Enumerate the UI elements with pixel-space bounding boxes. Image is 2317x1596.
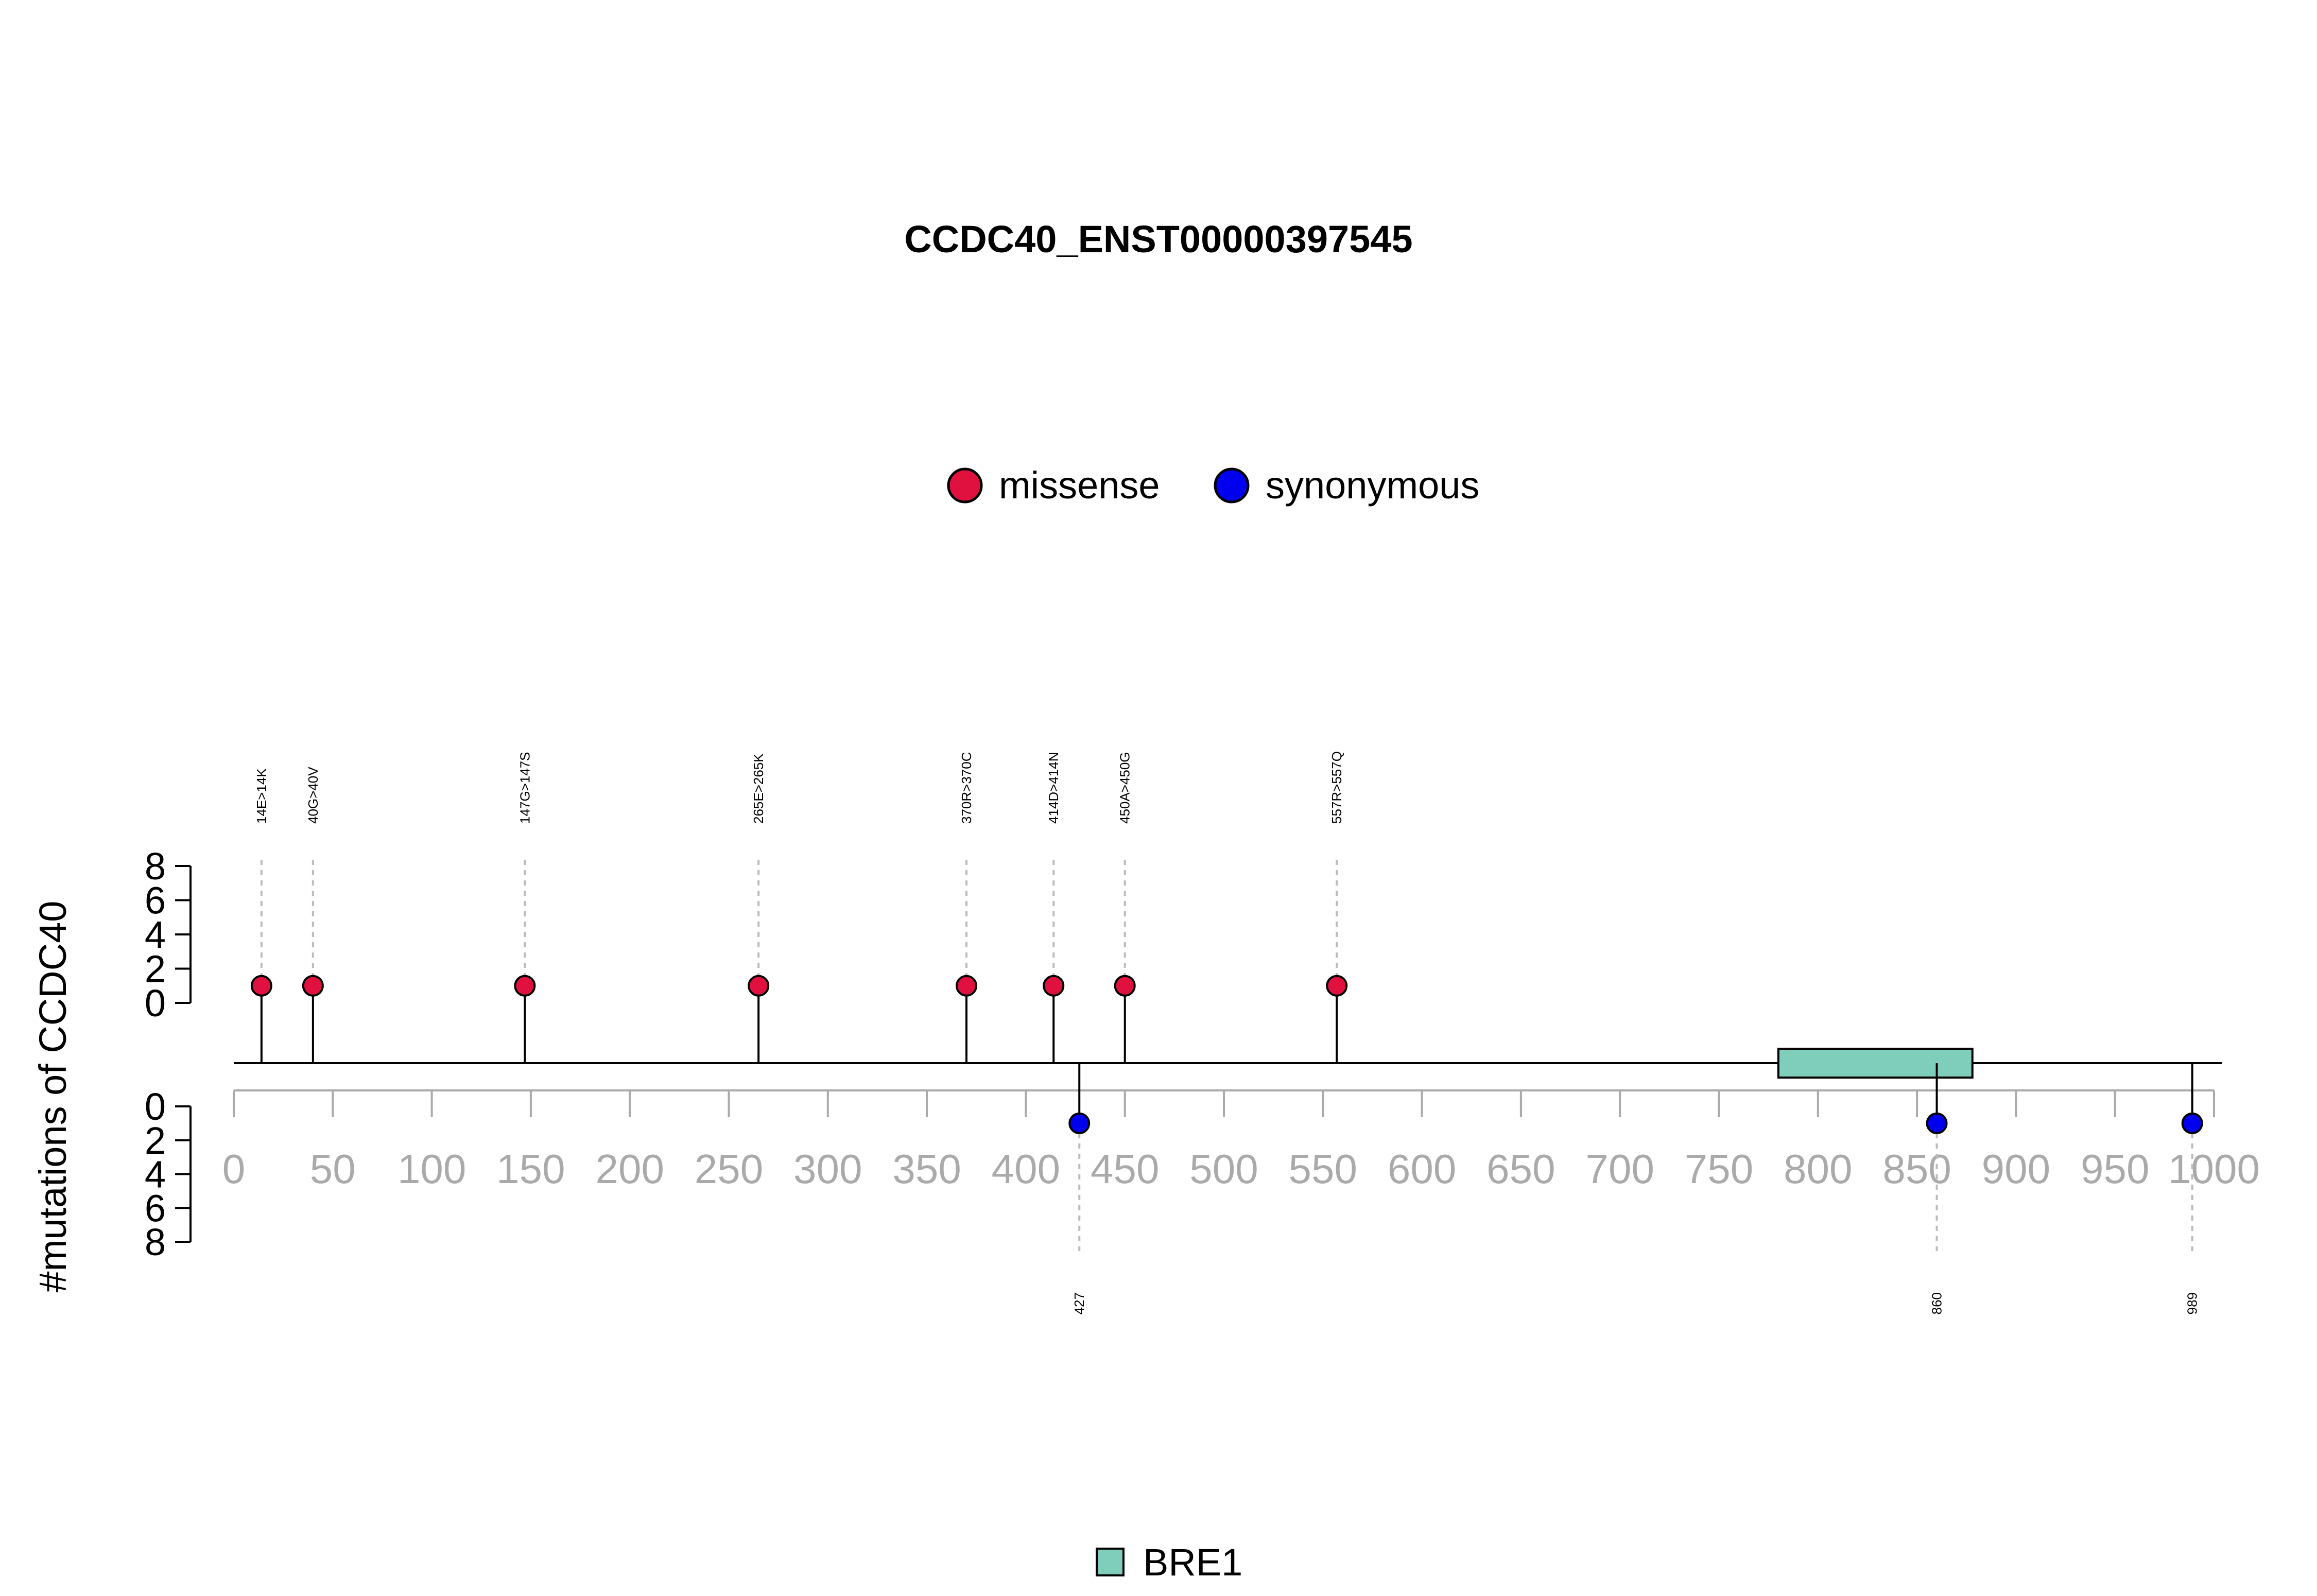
synonymous-label: 427 bbox=[1071, 1292, 1087, 1314]
missense-label: 40G>40V bbox=[305, 767, 321, 824]
x-tick-label: 0 bbox=[222, 1146, 246, 1192]
upper-y-tick-label: 6 bbox=[145, 879, 166, 922]
missense-label: 265E>265K bbox=[751, 753, 766, 824]
x-tick-label: 150 bbox=[496, 1146, 565, 1192]
x-tick-label: 750 bbox=[1685, 1146, 1753, 1192]
legend-marker-synonymous bbox=[1214, 467, 1250, 504]
upper-y-tick-label: 4 bbox=[145, 913, 166, 956]
chart-title: CCDC40_ENST00000397545 bbox=[904, 218, 1412, 261]
missense-point bbox=[250, 975, 272, 997]
y-axis-label: #mutations of CCDC40 bbox=[31, 901, 74, 1293]
lower-y-tick-label: 8 bbox=[145, 1221, 166, 1263]
x-tick-label: 400 bbox=[992, 1146, 1060, 1192]
x-tick-label: 600 bbox=[1388, 1146, 1456, 1192]
legend-marker-missense bbox=[947, 467, 983, 504]
x-tick-label: 350 bbox=[892, 1146, 961, 1192]
x-tick-label: 1000 bbox=[2168, 1146, 2260, 1192]
missense-point bbox=[514, 975, 536, 997]
x-tick-label: 700 bbox=[1585, 1146, 1654, 1192]
x-tick-label: 50 bbox=[310, 1146, 356, 1192]
x-tick-label: 550 bbox=[1289, 1146, 1357, 1192]
missense-label: 14E>14K bbox=[254, 768, 269, 824]
x-tick-label: 100 bbox=[397, 1146, 466, 1192]
missense-label: 414D>414N bbox=[1046, 752, 1061, 824]
domain-legend: BRE1 bbox=[1096, 1541, 1242, 1584]
legend-label-synonymous: synonymous bbox=[1266, 464, 1479, 507]
synonymous-label: 860 bbox=[1929, 1292, 1945, 1314]
upper-y-tick-label: 8 bbox=[145, 845, 166, 888]
x-tick-label: 800 bbox=[1784, 1146, 1852, 1192]
synonymous-point bbox=[2181, 1112, 2203, 1134]
lower-y-tick-label: 4 bbox=[145, 1153, 166, 1196]
lower-y-tick-label: 0 bbox=[145, 1085, 166, 1128]
mutation-type-legend: missense synonymous bbox=[947, 464, 1479, 507]
lower-y-tick-label: 6 bbox=[145, 1187, 166, 1229]
domain-bre1 bbox=[1777, 1048, 1974, 1079]
x-tick-label: 450 bbox=[1091, 1146, 1159, 1192]
x-tick-label: 900 bbox=[1982, 1146, 2050, 1192]
upper-y-tick-label: 0 bbox=[145, 982, 166, 1025]
missense-label: 450A>450G bbox=[1117, 752, 1133, 824]
missense-label: 557R>557Q bbox=[1329, 751, 1344, 824]
x-tick-label: 250 bbox=[695, 1146, 763, 1192]
missense-point bbox=[1326, 975, 1348, 997]
x-tick-label: 300 bbox=[793, 1146, 862, 1192]
missense-label: 147G>147S bbox=[517, 752, 532, 824]
domain-legend-label: BRE1 bbox=[1143, 1541, 1242, 1584]
x-tick-label: 200 bbox=[595, 1146, 664, 1192]
missense-label: 370R>370C bbox=[959, 752, 974, 824]
missense-point bbox=[748, 975, 770, 997]
legend-label-missense: missense bbox=[999, 464, 1160, 507]
lower-y-tick-label: 2 bbox=[145, 1119, 166, 1162]
synonymous-label: 989 bbox=[2185, 1292, 2200, 1314]
x-tick-label: 650 bbox=[1486, 1146, 1555, 1192]
missense-point bbox=[302, 975, 324, 997]
upper-y-tick-label: 2 bbox=[145, 948, 166, 991]
missense-point bbox=[1114, 975, 1136, 997]
synonymous-point bbox=[1068, 1112, 1091, 1134]
synonymous-point bbox=[1926, 1112, 1948, 1134]
x-tick-label: 950 bbox=[2081, 1146, 2149, 1192]
domain-legend-swatch bbox=[1096, 1548, 1125, 1576]
missense-point bbox=[1043, 975, 1065, 997]
x-tick-label: 850 bbox=[1882, 1146, 1951, 1192]
missense-point bbox=[956, 975, 978, 997]
x-tick-label: 500 bbox=[1189, 1146, 1258, 1192]
